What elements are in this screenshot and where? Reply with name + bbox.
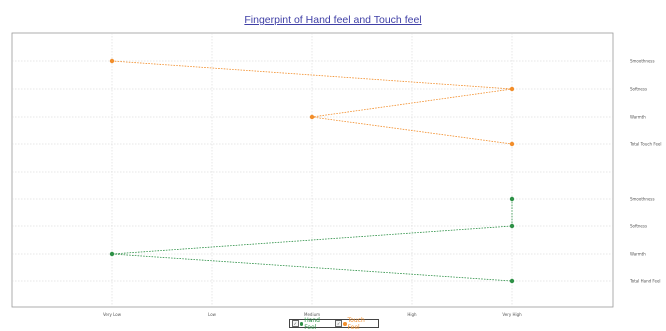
y-tick-label: Smoothness: [630, 197, 655, 202]
data-point: [309, 114, 315, 120]
y-tick-label: Softness: [630, 87, 647, 92]
y-tick-label: Smoothness: [630, 59, 655, 64]
legend-item-hand-feel[interactable]: ✓ Hand Feel: [292, 317, 331, 331]
y-tick-label: Warmth: [630, 252, 646, 257]
x-tick-label: Very High: [502, 312, 522, 317]
legend-label-hand-feel: Hand Feel: [304, 316, 320, 331]
data-point: [509, 278, 515, 284]
y-tick-label: Warmth: [630, 115, 646, 120]
y-tick-label: Total Touch Feel: [629, 142, 661, 147]
chart-title[interactable]: Fingerpint of Hand feel and Touch feel: [244, 14, 422, 26]
data-point: [109, 58, 115, 64]
legend-label-touch-feel: Touch Feel: [347, 316, 365, 331]
x-tick-label: Medium: [304, 312, 320, 317]
x-tick-label: Low: [208, 312, 217, 317]
plot-area: [11, 32, 614, 308]
checkbox-icon[interactable]: ✓: [335, 320, 342, 327]
data-point: [109, 251, 115, 257]
data-point: [509, 196, 515, 202]
y-tick-label: Softness: [630, 224, 647, 229]
touch-feel-marker-icon: [342, 321, 347, 326]
legend-item-touch-feel[interactable]: ✓ Touch Feel: [335, 317, 376, 331]
data-point: [509, 223, 515, 229]
series-line: [111, 199, 513, 282]
hand-feel-marker-icon: [299, 321, 304, 326]
x-tick-label: Very Low: [103, 312, 122, 317]
checkbox-icon[interactable]: ✓: [292, 320, 299, 327]
x-tick-label: High: [407, 312, 417, 317]
data-point: [509, 86, 515, 92]
series-line: [111, 60, 513, 145]
data-point: [509, 141, 515, 147]
y-tick-label: Total Hand Feel: [629, 279, 661, 284]
